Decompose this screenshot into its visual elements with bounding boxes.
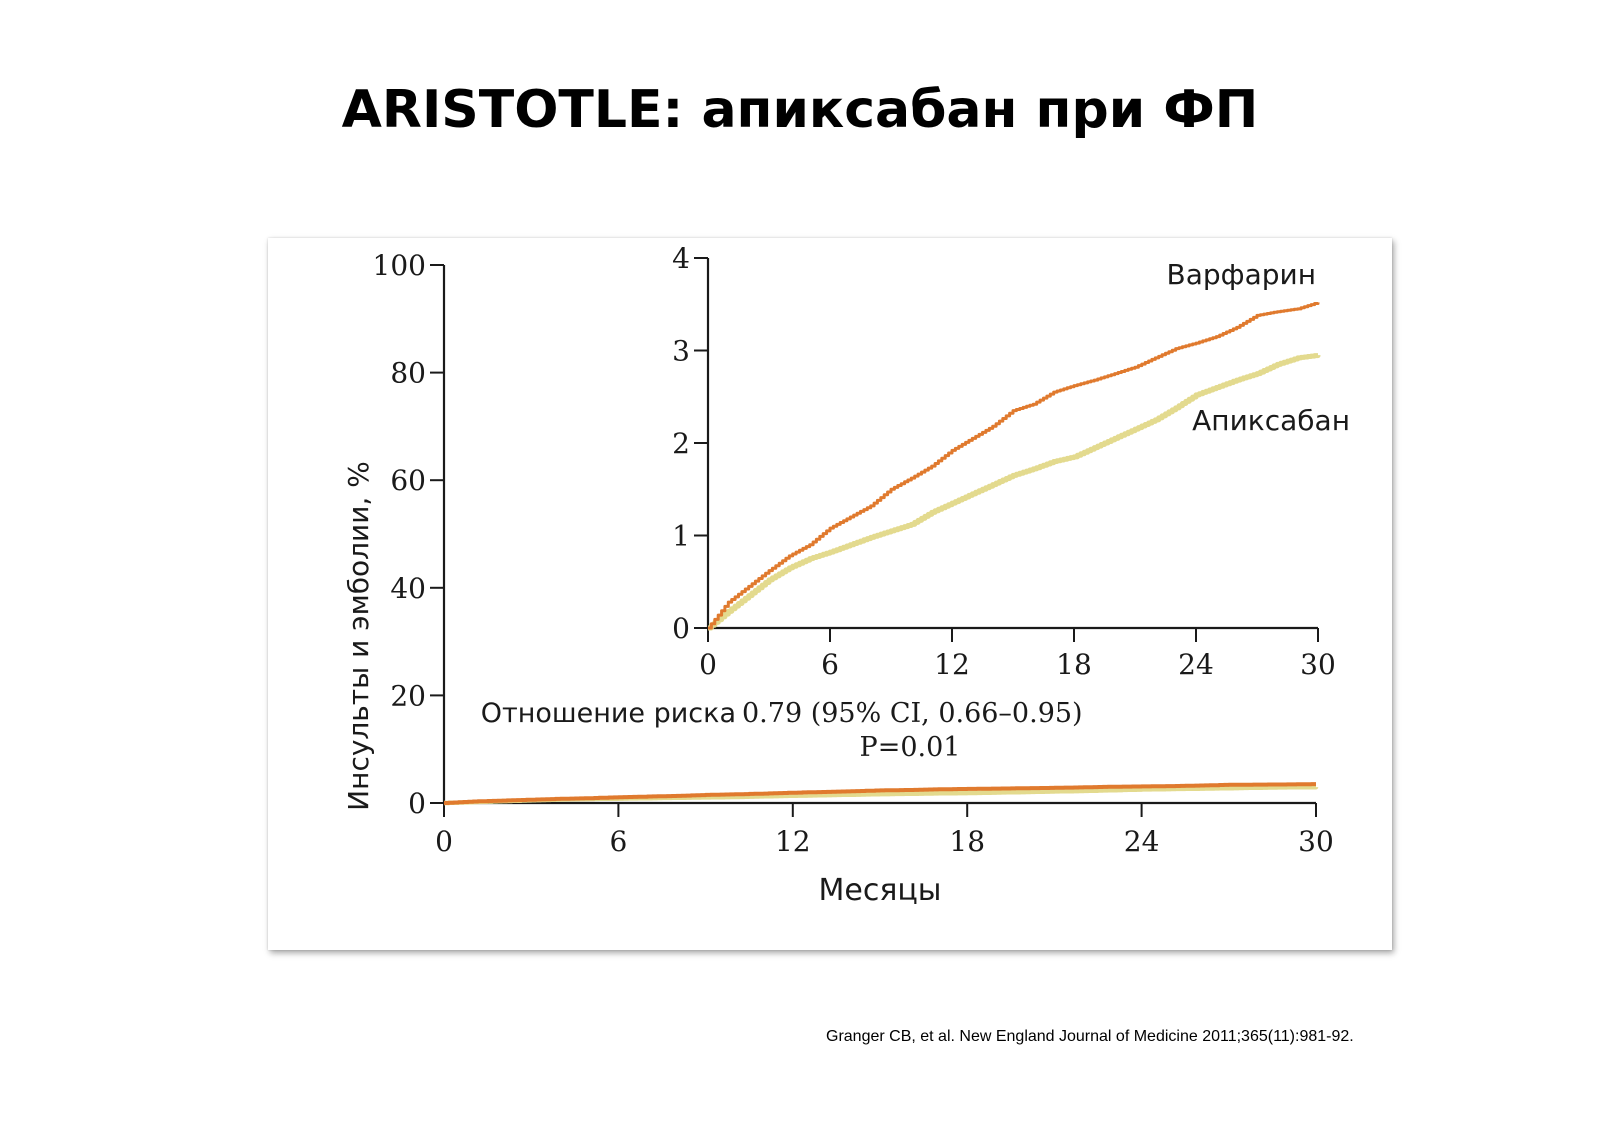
inset-y-tick-label: 2 [672, 427, 690, 460]
main-series-lines [444, 782, 1319, 806]
inset-x-tick-label: 24 [1178, 648, 1214, 681]
chart-card: 0 20 40 60 80 100 0 6 12 18 24 30 0 1 2 3 4 0 6 12 18 24 30 И… [268, 238, 1392, 950]
inset-x-tick-label: 18 [1056, 648, 1092, 681]
inset-axes [706, 258, 1318, 630]
main-x-tick-label: 24 [1124, 825, 1160, 858]
main-x-tick-label: 6 [609, 825, 627, 858]
main-x-tick-label: 0 [435, 825, 453, 858]
inset-y-tick-label: 4 [672, 242, 690, 275]
legend-apixaban: Апиксабан [1192, 404, 1350, 437]
main-y-tick-label: 40 [390, 572, 426, 605]
slide-title: ARISTOTLE: апиксабан при ФП [341, 80, 1259, 140]
main-y-tick-label: 20 [390, 679, 426, 712]
main-x-tick-label: 18 [949, 825, 985, 858]
hazard-ratio-label: Отношение риска [481, 698, 736, 729]
main-x-tick-label: 30 [1298, 825, 1334, 858]
inset-x-tick-label: 0 [699, 648, 717, 681]
p-value: P=0.01 [860, 732, 961, 763]
hazard-ratio-value: 0.79 (95% CI, 0.66–0.95) [742, 698, 1083, 729]
main-y-tick-label: 60 [390, 464, 426, 497]
main-line-warfarin [444, 782, 1316, 805]
inset-y-tick-label: 0 [672, 612, 690, 645]
legend-warfarin: Варфарин [1166, 258, 1316, 291]
x-axis-label: Месяцы [819, 873, 942, 908]
y-axis-label: Инсульты и эмболии, % [342, 461, 375, 811]
citation: Granger CB, et al. New England Journal o… [826, 1028, 1354, 1045]
inset-series-lines [708, 302, 1321, 631]
main-x-tick-label: 12 [775, 825, 811, 858]
inset-y-tick-label: 3 [672, 335, 690, 368]
inset-line-warfarin [708, 302, 1320, 630]
main-axes [442, 265, 1316, 805]
inset-x-tick-label: 6 [821, 648, 839, 681]
inset-x-tick-label: 30 [1300, 648, 1336, 681]
main-y-tick-label: 80 [390, 357, 426, 390]
inset-x-tick-label: 12 [934, 648, 970, 681]
inset-line-apixaban [708, 353, 1321, 631]
inset-y-tick-label: 1 [672, 520, 690, 553]
main-y-tick-label: 0 [408, 787, 426, 820]
main-y-tick-label: 100 [373, 249, 426, 282]
